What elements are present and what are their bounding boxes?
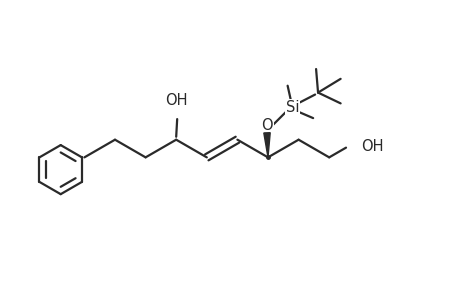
Polygon shape (263, 133, 269, 158)
Text: OH: OH (165, 93, 187, 108)
Text: O: O (261, 118, 272, 134)
Text: Si: Si (285, 100, 299, 115)
Text: OH: OH (360, 139, 382, 154)
